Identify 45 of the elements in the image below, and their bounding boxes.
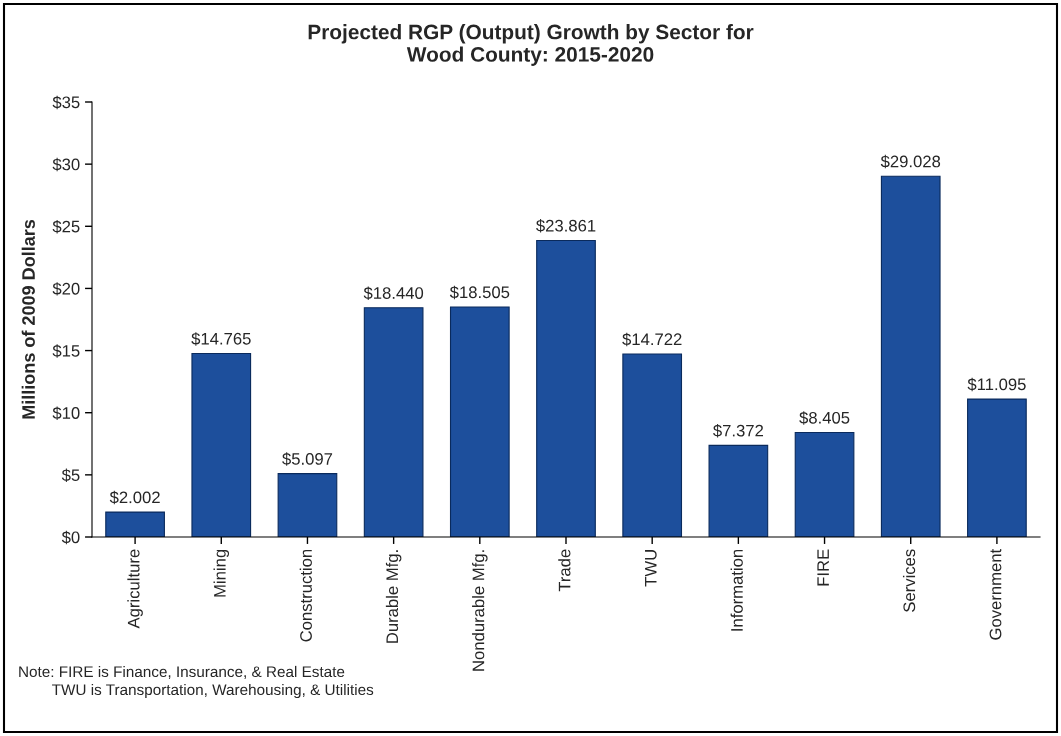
data-label: $7.372 [713,424,764,438]
data-label: $5.097 [282,452,333,466]
y-tick-label: $25 [52,219,80,234]
bar [967,398,1027,537]
y-tick-label: $20 [52,282,80,296]
bar [363,307,424,537]
data-label: $18.440 [363,286,424,300]
data-label: $23.861 [536,219,596,233]
bar [708,444,769,537]
bar [449,306,510,537]
bar [794,431,855,537]
bar [277,473,338,537]
bar [622,353,683,537]
y-tick-label: $30 [52,157,80,172]
data-label: $29.028 [880,154,941,169]
x-tick-label: TWU [645,550,657,587]
x-tick-label: Government [989,548,1002,640]
data-label: $14.765 [191,332,251,346]
y-tick-label: $5 [61,468,80,483]
x-tick-label: Services [902,549,916,612]
y-axis-title: Millions of 2009 Dollars [21,219,35,419]
x-tick-label: Information [730,549,743,631]
x-tick-label: Construction [299,549,312,642]
bar [191,352,252,537]
data-label: $2.002 [109,490,160,505]
bar [536,239,596,537]
x-tick-label: FIRE [817,549,829,586]
text: TWU is Transportation, Warehousing, & Utilities [52,683,374,699]
x-tick-label: Trade [558,549,571,592]
x-tick-label: Agriculture [127,549,143,629]
y-tick-label: $10 [52,406,80,420]
data-label: $11.095 [967,377,1026,392]
bar [105,511,165,537]
chart-title: Projected RGP (Output) Growth by Sector for Wood County: 2015-2020 [308,24,754,66]
x-tick-label: Durable Mfg. [385,550,402,643]
y-tick-label: $35 [52,95,80,110]
y-tick-label: $0 [61,530,80,545]
x-tick-label: Mining [213,549,230,597]
data-label: $14.722 [622,332,682,347]
data-label: $18.505 [449,285,510,300]
bar [880,175,941,537]
data-label: $8.405 [799,411,850,425]
y-tick-label: $15 [52,344,80,358]
text: Note: FIRE is Finance, Insurance, & Real Estate [19,665,345,679]
x-tick-label: Nondurable Mfg. [472,550,488,671]
